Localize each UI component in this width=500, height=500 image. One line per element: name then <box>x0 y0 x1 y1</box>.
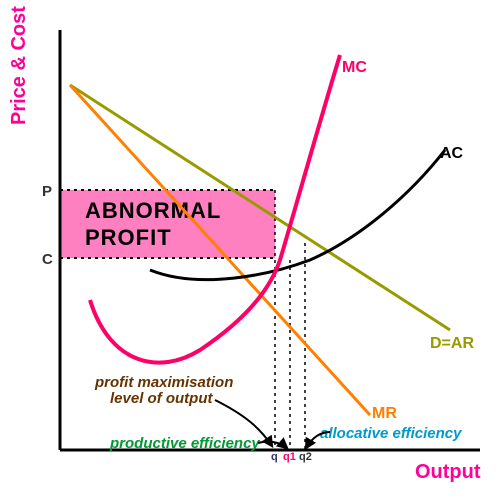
tick-p: P <box>42 183 52 200</box>
annot-profit-max-2: level of output <box>110 390 214 407</box>
label-mc: MC <box>342 59 367 76</box>
label-d-ar: D=AR <box>430 335 474 352</box>
annot-allocative: allocative efficiency <box>320 425 462 442</box>
abnormal-profit-label2: PROFIT <box>85 225 172 250</box>
tick-c: C <box>42 251 53 268</box>
y-axis-label: Price & Cost <box>8 6 30 125</box>
x-axis-label: Output <box>415 461 481 483</box>
label-mr: MR <box>372 405 397 422</box>
q1-label: q1 <box>283 451 296 463</box>
label-ac: AC <box>440 145 464 162</box>
economics-diagram: ABNORMAL PROFIT D=AR MR AC MC P C Output… <box>0 0 500 500</box>
q2-label: q2 <box>299 451 312 463</box>
arrow-productive <box>258 442 287 448</box>
annot-profit-max-1: profit maximisation <box>94 374 233 391</box>
abnormal-profit-label: ABNORMAL <box>85 198 221 223</box>
q-label: q <box>271 451 278 463</box>
annot-productive: productive efficiency <box>109 435 260 452</box>
